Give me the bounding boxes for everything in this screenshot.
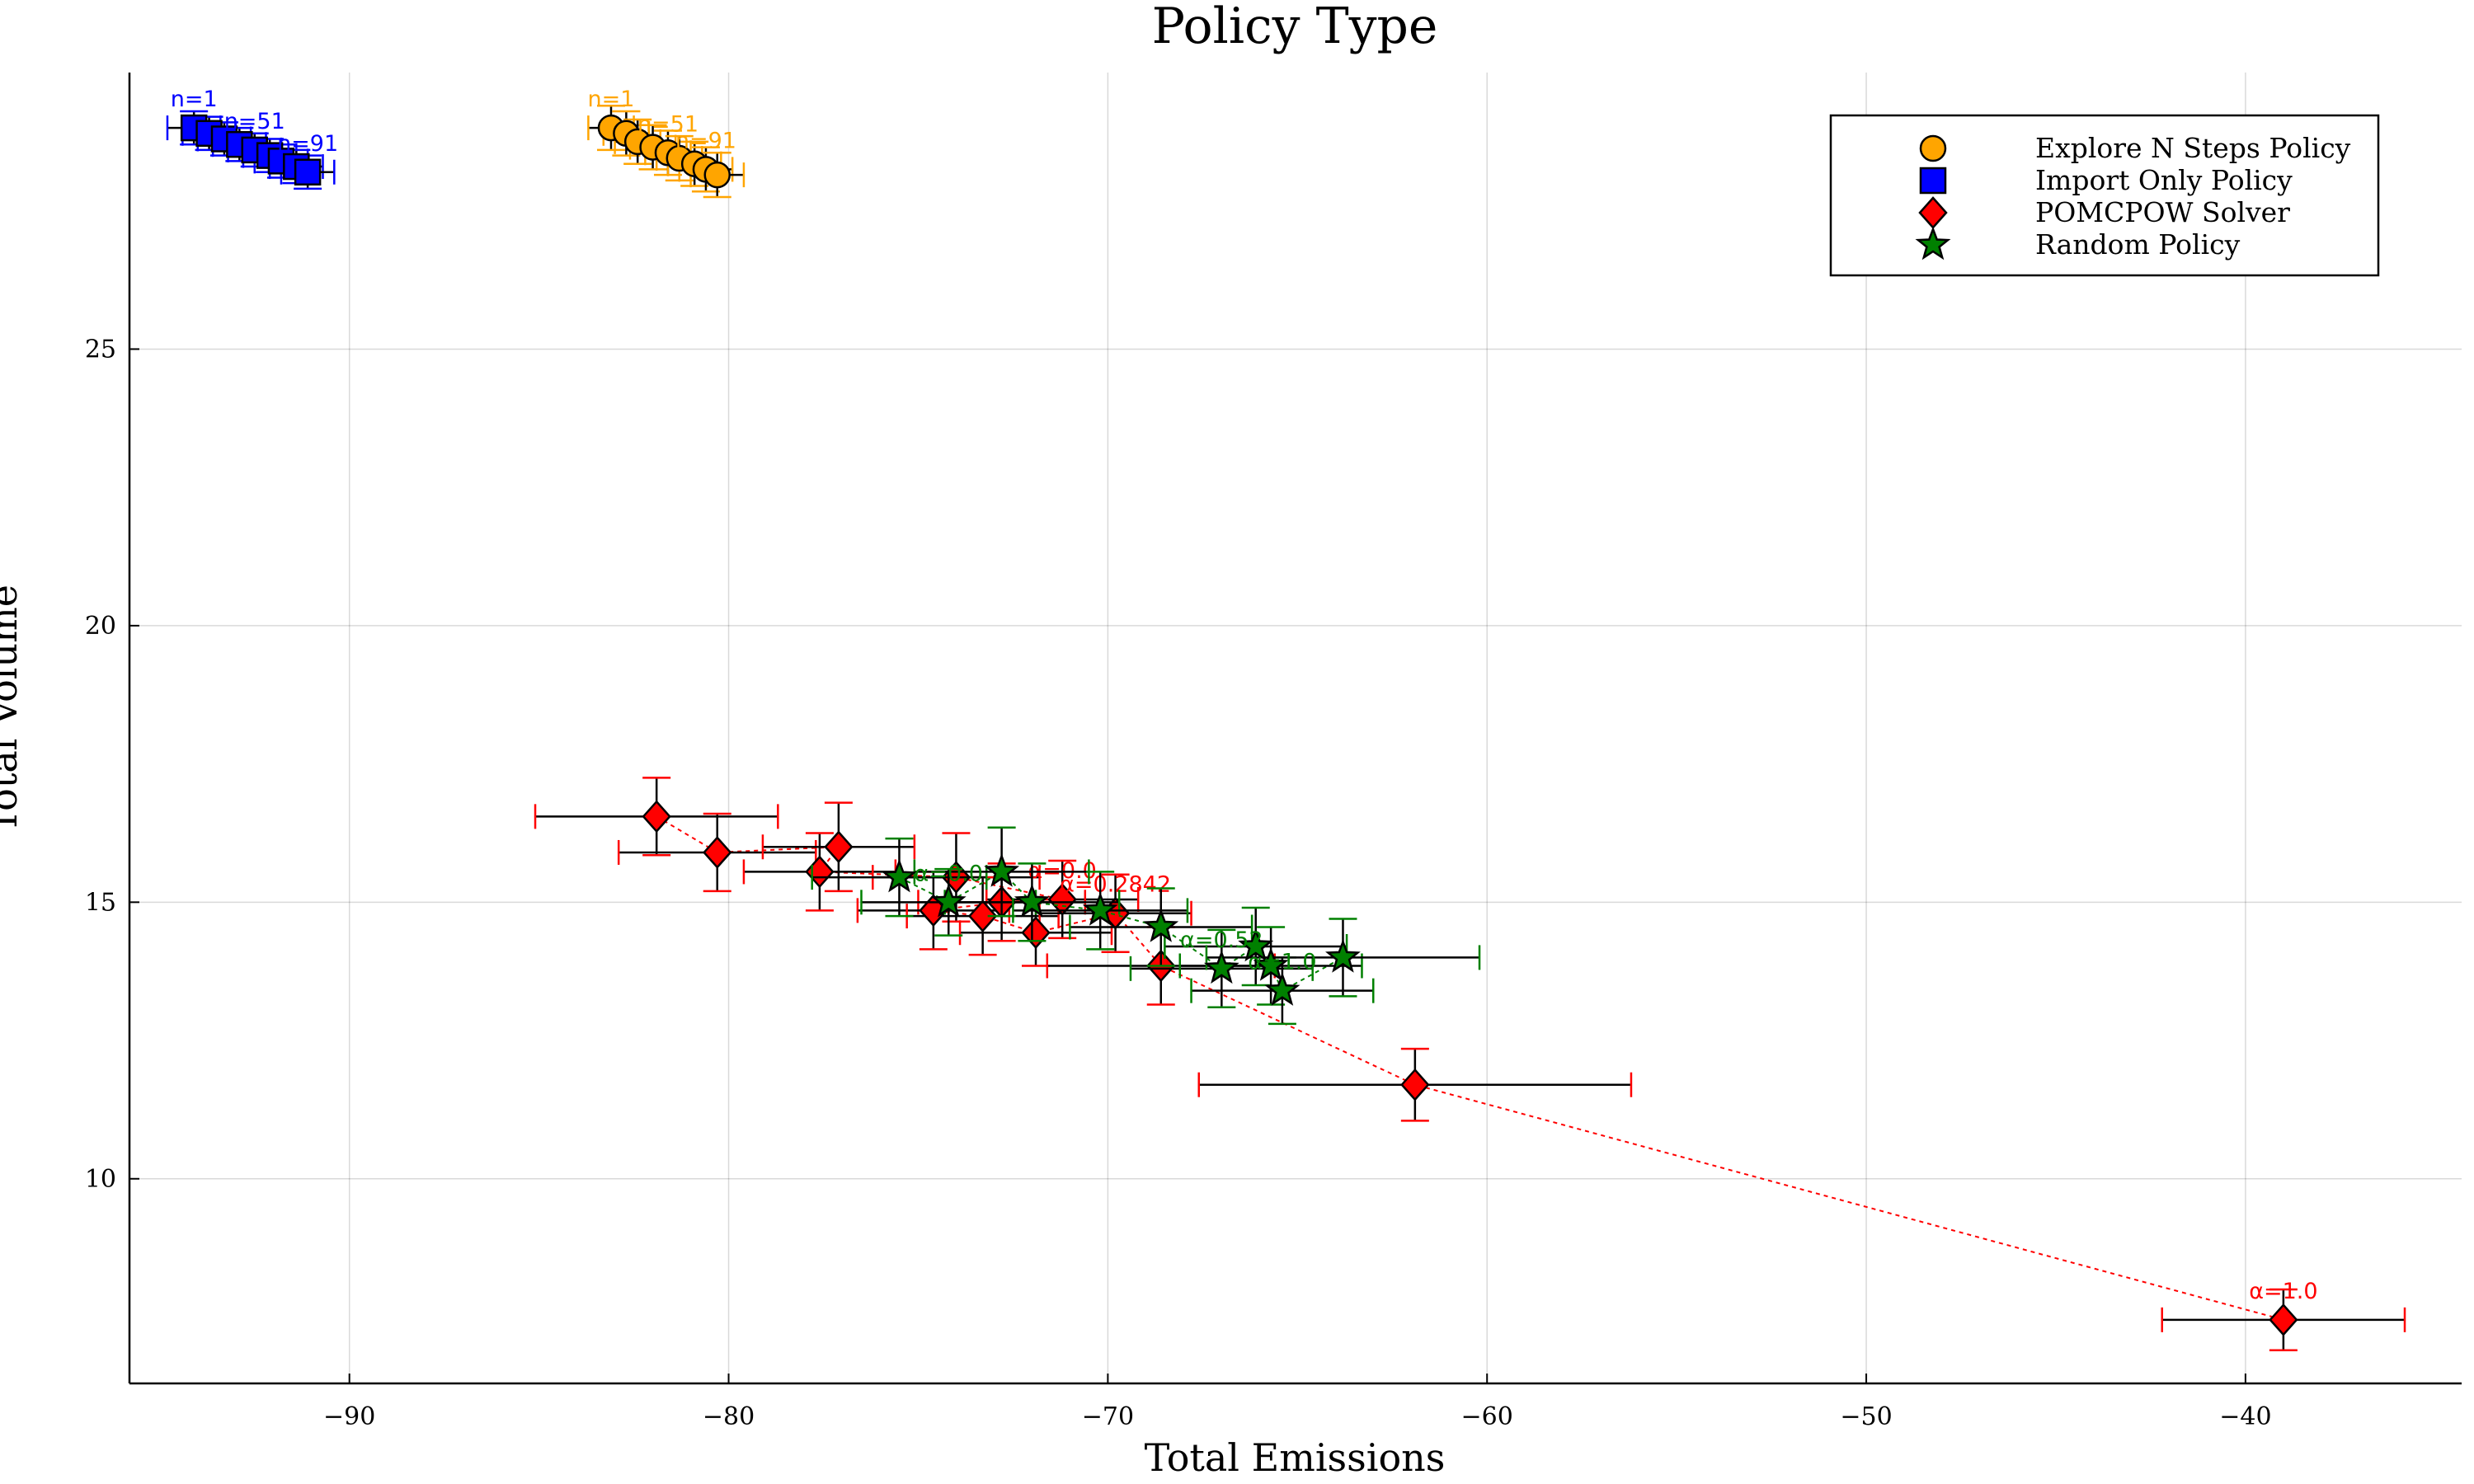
data-point bbox=[1264, 972, 1300, 1006]
data-point bbox=[1047, 883, 1077, 916]
data-point bbox=[1082, 891, 1118, 926]
data-point bbox=[1014, 883, 1050, 918]
x-tick-label: −40 bbox=[2219, 1402, 2271, 1431]
point-label: n=1 bbox=[588, 87, 635, 112]
point-label: α=1.0 bbox=[1248, 950, 1316, 975]
x-tick-label: −70 bbox=[1082, 1402, 1134, 1431]
grid-lines bbox=[129, 73, 2462, 1383]
data-point bbox=[1143, 908, 1179, 942]
data-point bbox=[984, 852, 1020, 887]
y-axis-label: Total Volume bbox=[0, 585, 26, 834]
series-2: α=0.0 α=0.2842 α=1.0 bbox=[534, 777, 2406, 1351]
data-point bbox=[703, 836, 732, 869]
plot-area: n=1n=51n=91n=1n=51n=91α=0.0α=0.2842α=1.0… bbox=[166, 87, 2406, 1351]
series-0: n=1n=51n=91 bbox=[587, 87, 745, 199]
data-point bbox=[1021, 916, 1051, 950]
point-label: n=91 bbox=[675, 128, 736, 153]
legend-marker bbox=[1915, 226, 1951, 261]
legend-entry-label: POMCPOW Solver bbox=[2035, 196, 2290, 228]
y-tick-label: 25 bbox=[85, 335, 116, 364]
point-label: n=1 bbox=[171, 87, 218, 112]
x-axis-label: Total Emissions bbox=[1145, 1435, 1446, 1480]
legend-marker bbox=[1919, 167, 1947, 195]
data-point bbox=[824, 830, 854, 864]
point-label: α=0.52 bbox=[1180, 928, 1263, 953]
data-point bbox=[195, 120, 223, 148]
point-label: n=51 bbox=[224, 109, 285, 134]
point-label: n=51 bbox=[637, 111, 698, 137]
series-connector-line bbox=[656, 815, 2284, 1321]
data-point bbox=[642, 800, 671, 834]
legend-entry-label: Import Only Policy bbox=[2035, 164, 2293, 196]
series-1: n=1n=51n=91 bbox=[166, 87, 338, 190]
data-point bbox=[930, 883, 967, 918]
x-tick-label: −80 bbox=[703, 1402, 755, 1431]
series-3: α=0.0 α=0.52α=1.0 bbox=[811, 826, 1481, 1026]
data-point bbox=[1325, 938, 1361, 973]
point-label: α=1.0 bbox=[2249, 1279, 2317, 1304]
point-label: α=0.2842 bbox=[1060, 872, 1171, 898]
data-point bbox=[2269, 1303, 2298, 1336]
x-tick-label: −60 bbox=[1461, 1402, 1513, 1431]
legend-marker bbox=[1919, 134, 1947, 162]
x-tick-label: −90 bbox=[323, 1402, 375, 1431]
point-label: n=91 bbox=[277, 131, 338, 157]
y-tick-label: 20 bbox=[85, 612, 116, 641]
data-point bbox=[1400, 1068, 1430, 1101]
legend-entry-label: Explore N Steps Policy bbox=[2035, 132, 2351, 164]
legend-entry-label: Random Policy bbox=[2035, 228, 2241, 261]
data-point bbox=[294, 158, 322, 186]
data-point bbox=[1238, 928, 1274, 962]
data-point bbox=[805, 855, 835, 889]
data-point bbox=[967, 899, 998, 932]
chart-title: Policy Type bbox=[1152, 0, 1438, 55]
data-point bbox=[881, 858, 917, 893]
y-tick-label: 10 bbox=[85, 1165, 116, 1194]
data-point bbox=[703, 161, 731, 189]
y-tick-label: 15 bbox=[85, 888, 116, 917]
point-label: α=0.0 bbox=[915, 861, 983, 886]
axes: −90 −80 −70 −60 −50 −40 10 15 20 25 bbox=[85, 73, 2462, 1431]
data-point bbox=[226, 130, 253, 158]
data-point bbox=[1203, 950, 1239, 984]
x-tick-label: −50 bbox=[1840, 1402, 1892, 1431]
data-point bbox=[1253, 946, 1289, 981]
